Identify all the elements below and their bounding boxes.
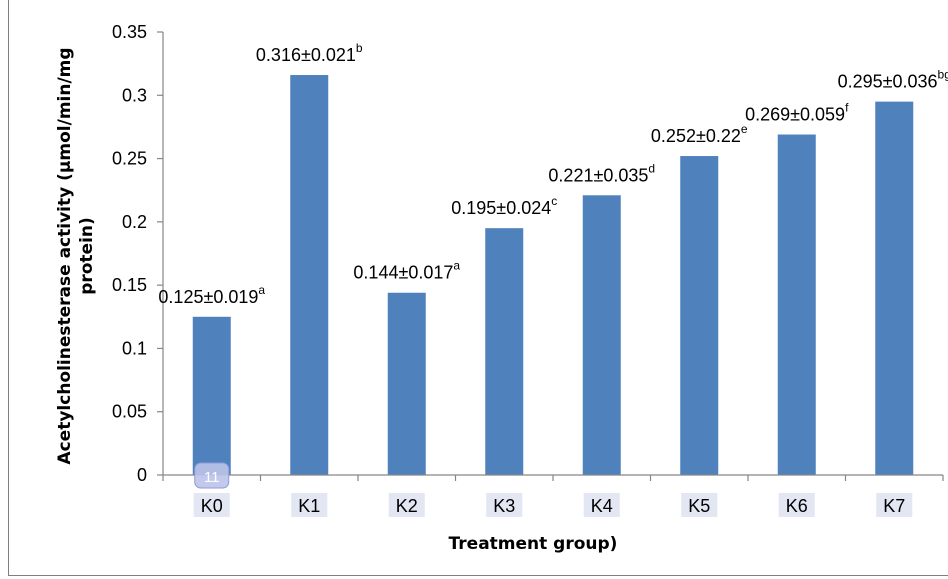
bar-k3 [485,228,524,475]
category-highlight [583,493,620,517]
bar-k4 [582,195,621,475]
data-label: 0.316±0.021b [256,41,363,65]
x-axis: K0 K1 K2 K3 K4 K5 K6 K7 [162,474,944,517]
data-label: 0.221±0.035d [548,161,655,185]
x-tick-label: K0 [201,496,223,516]
x-tick-label: K7 [883,496,905,516]
x-tick-label: K4 [591,496,613,516]
category-highlight [388,493,425,517]
data-labels: 0.125±0.019a 0.316±0.021b 0.144±0.017a 0.19… [158,41,948,489]
bar-k7 [875,101,914,475]
y-tick-label: 0.3 [122,85,147,105]
category-highlight [778,493,815,517]
bar-k0 [192,316,231,475]
category-highlight [193,493,230,517]
y-axis: 0 0.05 0.1 0.15 0.2 0.25 0.3 0.35 [112,22,164,485]
category-highlight [681,493,718,517]
data-label: 0.252±0.22e [651,122,748,146]
overlay-badge-label: 11 [204,469,220,486]
x-tick-label: K1 [298,496,320,516]
data-label: 0.269±0.059f [745,101,849,125]
category-highlight [876,493,913,517]
bar-series [192,75,914,476]
category-highlight [291,493,328,517]
x-axis-title: Treatment group) [449,534,618,554]
data-label: 0.295±0.036bg [838,68,948,92]
y-tick-label: 0.1 [122,338,147,358]
y-tick-label: 0.15 [112,275,147,295]
bar-k1 [290,75,329,475]
y-tick-label: 0.35 [112,22,147,42]
y-tick-label: 0.05 [112,402,147,422]
overlay-badge[interactable] [194,462,230,489]
y-tick-label: 0.25 [112,149,147,169]
data-label: 0.195±0.024c [451,194,557,218]
data-label: 0.125±0.019a [158,283,265,307]
x-tick-label: K2 [396,496,418,516]
y-tick-label: 0 [137,465,147,485]
bar-k5 [680,156,719,476]
y-tick-label: 0.2 [122,212,147,232]
y-axis-title: Acetylcholinesterase activity (µmol/min/… [55,47,97,464]
category-highlight [486,493,523,517]
data-label: 0.144±0.017a [353,259,460,283]
x-tick-label: K6 [786,496,808,516]
x-tick-label: K3 [493,496,515,516]
x-tick-label: K5 [688,496,710,516]
bar-k2 [387,292,426,475]
bar-k6 [777,134,816,475]
